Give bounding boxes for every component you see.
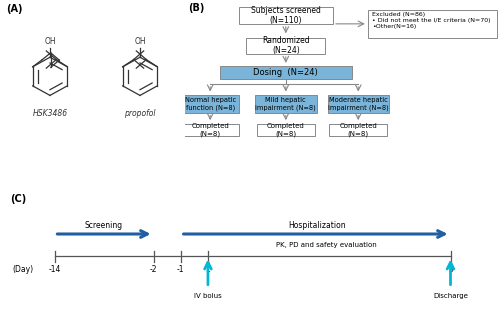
- FancyBboxPatch shape: [368, 10, 497, 38]
- Text: propofol: propofol: [124, 109, 156, 118]
- FancyBboxPatch shape: [255, 95, 316, 113]
- FancyBboxPatch shape: [256, 124, 315, 136]
- Text: (B): (B): [188, 3, 204, 13]
- Text: Mild hepatic
impairment (N=8): Mild hepatic impairment (N=8): [256, 97, 316, 111]
- Text: -1: -1: [177, 265, 184, 274]
- Text: (Day): (Day): [12, 265, 34, 274]
- FancyBboxPatch shape: [181, 124, 240, 136]
- Text: Completed
(N=8): Completed (N=8): [192, 123, 229, 137]
- Text: Dosing  (N=24): Dosing (N=24): [254, 68, 318, 77]
- Text: Randomized
(N=24): Randomized (N=24): [262, 36, 310, 56]
- Text: Normal hepatic
function (N=8): Normal hepatic function (N=8): [184, 97, 236, 111]
- Text: IV bolus: IV bolus: [194, 293, 222, 299]
- Text: Completed
(N=8): Completed (N=8): [340, 123, 377, 137]
- FancyBboxPatch shape: [329, 124, 388, 136]
- Text: Completed
(N=8): Completed (N=8): [267, 123, 304, 137]
- FancyBboxPatch shape: [328, 95, 389, 113]
- Text: Discharge: Discharge: [433, 293, 468, 299]
- Text: Screening: Screening: [85, 220, 123, 230]
- Text: HSK3486: HSK3486: [32, 109, 68, 118]
- FancyBboxPatch shape: [220, 66, 352, 79]
- FancyBboxPatch shape: [246, 38, 325, 54]
- Text: 1: 1: [206, 265, 210, 274]
- Text: Subjects screened
(N=110): Subjects screened (N=110): [251, 6, 320, 25]
- Text: Hospitalization: Hospitalization: [288, 220, 346, 230]
- Text: (C): (C): [10, 194, 26, 204]
- Text: OH: OH: [134, 37, 146, 46]
- Text: (A): (A): [6, 4, 22, 14]
- Text: OH: OH: [44, 37, 56, 46]
- Text: Moderate hepatic
impairment (N=8): Moderate hepatic impairment (N=8): [328, 97, 388, 111]
- Text: -14: -14: [48, 265, 60, 274]
- Text: 3: 3: [448, 265, 453, 274]
- FancyBboxPatch shape: [181, 95, 240, 113]
- FancyBboxPatch shape: [238, 7, 333, 24]
- Text: Excluded (N=86)
• Did not meet the I/E criteria (N=70)
•Other(N=16): Excluded (N=86) • Did not meet the I/E c…: [372, 13, 491, 29]
- Text: PK, PD and safety evaluation: PK, PD and safety evaluation: [276, 242, 377, 248]
- Text: -2: -2: [150, 265, 157, 274]
